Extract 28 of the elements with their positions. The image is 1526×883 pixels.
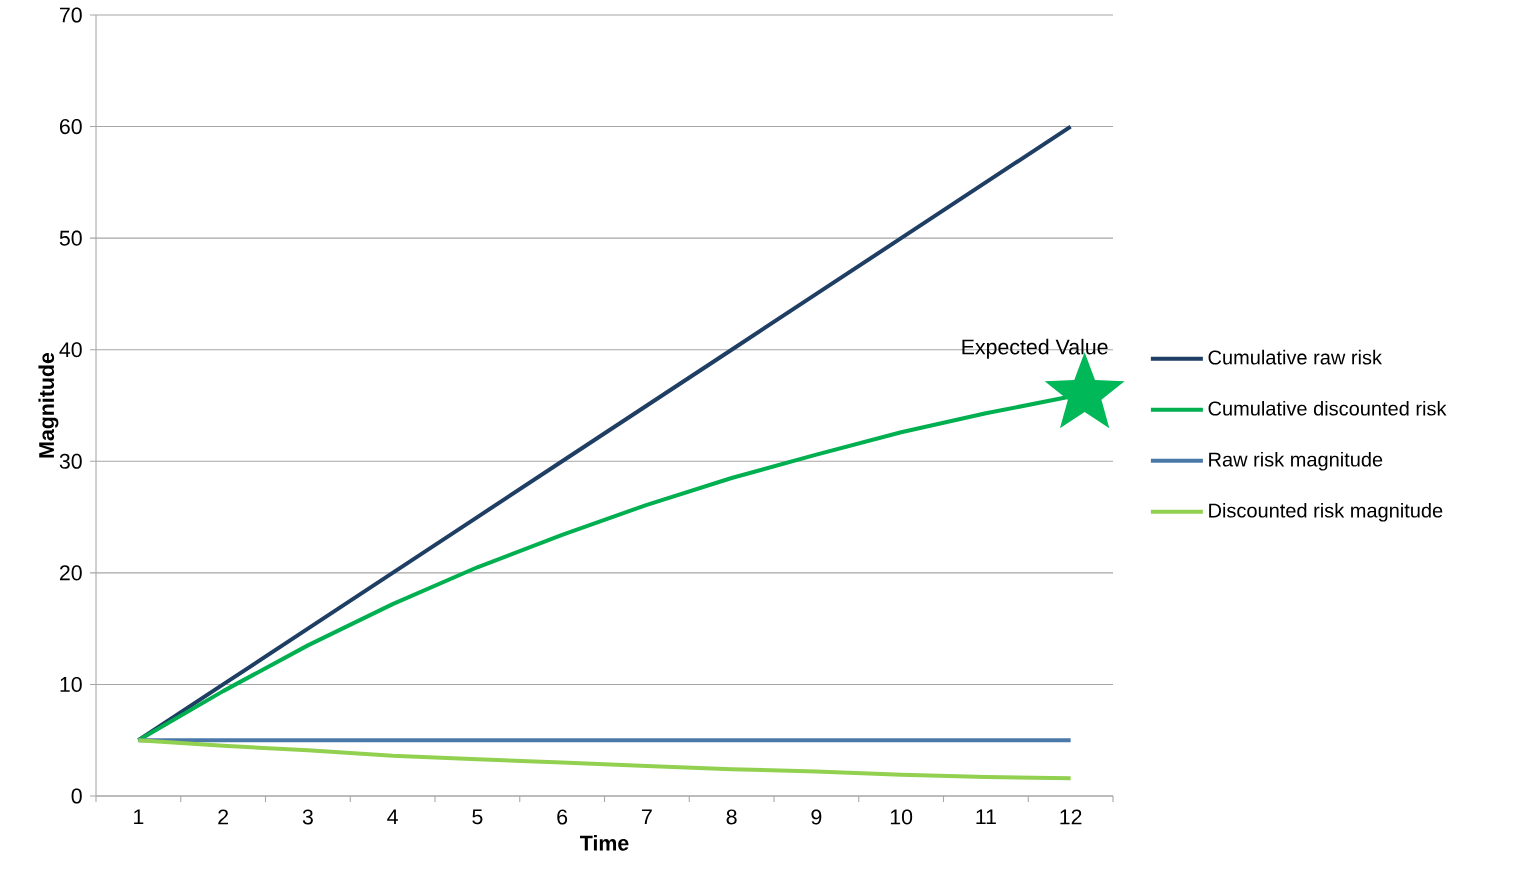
x-tick-label: 1 bbox=[134, 809, 144, 825]
x-axis-title: Time bbox=[580, 834, 629, 851]
x-tick-label: 2 bbox=[218, 809, 228, 825]
x-tick-label: 3 bbox=[302, 809, 313, 825]
legend-label: Discounted risk magnitude bbox=[1209, 502, 1443, 522]
x-tick-label: 7 bbox=[642, 809, 652, 825]
x-tick-label: 12 bbox=[1060, 809, 1082, 825]
legend-label: Cumulative raw risk bbox=[1208, 349, 1382, 365]
y-tick-label: 20 bbox=[59, 565, 82, 581]
x-tick-label: 9 bbox=[811, 809, 822, 825]
y-tick-label: 50 bbox=[59, 230, 82, 246]
legend-label: Cumulative discounted risk bbox=[1208, 400, 1447, 416]
y-tick-label: 70 bbox=[59, 7, 82, 23]
y-axis-title: Magnitude bbox=[38, 352, 59, 458]
y-tick-label: 60 bbox=[59, 119, 82, 135]
legend-label: Raw risk magnitude bbox=[1209, 451, 1383, 471]
y-tick-label: 40 bbox=[59, 342, 82, 358]
x-tick-label: 5 bbox=[472, 809, 483, 825]
line-series bbox=[136, 738, 1073, 781]
y-tick-label: 0 bbox=[71, 788, 82, 804]
x-tick-label: 6 bbox=[557, 809, 568, 825]
x-tick-label: 11 bbox=[976, 809, 996, 825]
annotation: Expected Value bbox=[962, 338, 1108, 359]
x-tick-label: 8 bbox=[726, 809, 737, 825]
y-tick-label: 30 bbox=[59, 453, 82, 469]
y-tick-label: 10 bbox=[60, 676, 82, 692]
x-tick-label: 4 bbox=[387, 809, 398, 825]
x-tick-label: 10 bbox=[890, 809, 913, 825]
